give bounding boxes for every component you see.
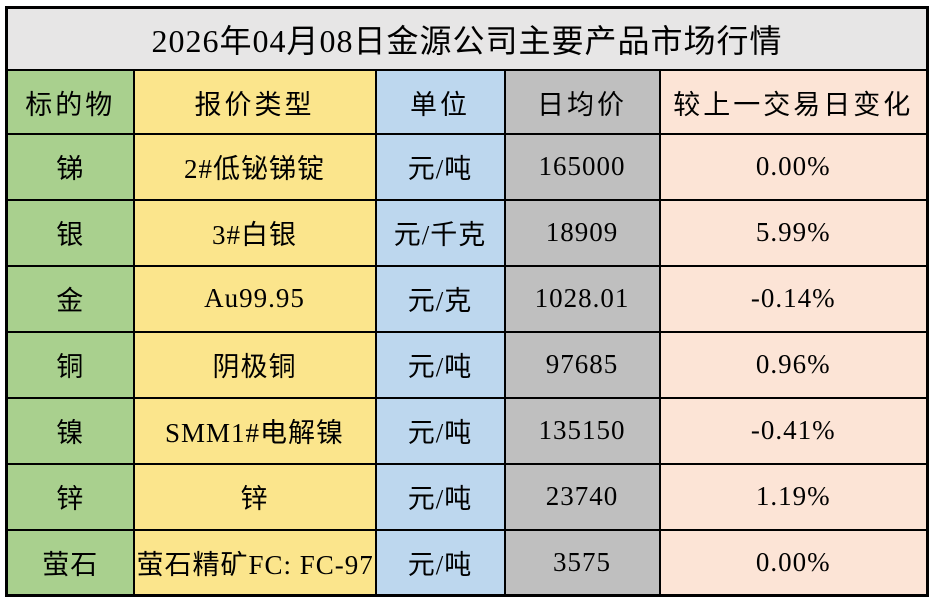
quote-type-cell: 萤石精矿FC: FC-97: [132, 528, 377, 597]
quote-type-cell: SMM1#电解镍: [132, 396, 377, 465]
avg-price-cell: 1028.01: [503, 264, 661, 333]
change-cell: 0.00%: [658, 528, 929, 597]
quote-type-cell: 2#低铋锑锭: [132, 133, 377, 201]
subject-cell: 银: [5, 198, 135, 267]
avg-price-cell: 135150: [503, 396, 661, 465]
avg-price-cell: 23740: [503, 462, 661, 531]
unit-cell: 元/吨: [374, 528, 506, 597]
table-body: 锑 2#低铋锑锭 元/吨 165000 0.00% 银 3#白银 元/千克 18909 5.99%…: [5, 133, 929, 597]
table-title: 2026年04月08日金源公司主要产品市场行情: [5, 6, 929, 71]
quote-type-cell: 阴极铜: [132, 330, 377, 399]
table-row: 镍 SMM1#电解镍 元/吨 135150 -0.41%: [5, 396, 929, 465]
subject-cell: 镍: [5, 396, 135, 465]
unit-cell: 元/吨: [374, 133, 506, 201]
unit-cell: 元/吨: [374, 330, 506, 399]
column-header-avg-price: 日均价: [503, 69, 661, 135]
quote-type-cell: Au99.95: [132, 264, 377, 333]
unit-cell: 元/吨: [374, 396, 506, 465]
avg-price-cell: 18909: [503, 198, 661, 267]
subject-cell: 金: [5, 264, 135, 333]
unit-cell: 元/克: [374, 264, 506, 333]
quote-type-cell: 锌: [132, 462, 377, 531]
unit-cell: 元/吨: [374, 462, 506, 531]
subject-cell: 萤石: [5, 528, 135, 597]
change-cell: -0.41%: [658, 396, 929, 465]
avg-price-cell: 165000: [503, 133, 661, 201]
table-row: 银 3#白银 元/千克 18909 5.99%: [5, 198, 929, 267]
subject-cell: 锌: [5, 462, 135, 531]
table-row: 锌锌元/吨 23740 1.19%: [5, 462, 929, 531]
avg-price-cell: 3575: [503, 528, 661, 597]
table-row: 铜阴极铜 元/吨 97685 0.96%: [5, 330, 929, 399]
unit-cell: 元/千克: [374, 198, 506, 267]
table-row: 金 Au99.95 元/克 1028.01 -0.14%: [5, 264, 929, 333]
table-row: 萤石 萤石精矿FC: FC-97 元/吨 3575 0.00%: [5, 528, 929, 597]
table-header-row: 标的物 报价类型 单位 日均价 较上一交易日变化: [5, 69, 929, 135]
subject-cell: 铜: [5, 330, 135, 399]
market-price-bulletin: 2026年04月08日金源公司主要产品市场行情 标的物 报价类型 单位 日均价 …: [5, 6, 930, 597]
change-cell: -0.14%: [658, 264, 929, 333]
column-header-change: 较上一交易日变化: [658, 69, 929, 135]
column-header-subject: 标的物: [5, 69, 135, 135]
change-cell: 1.19%: [658, 462, 929, 531]
change-cell: 5.99%: [658, 198, 929, 267]
column-header-unit: 单位: [374, 69, 506, 135]
change-cell: 0.00%: [658, 133, 929, 201]
table-row: 锑 2#低铋锑锭 元/吨 165000 0.00%: [5, 133, 929, 201]
avg-price-cell: 97685: [503, 330, 661, 399]
change-cell: 0.96%: [658, 330, 929, 399]
subject-cell: 锑: [5, 133, 135, 201]
market-table: 2026年04月08日金源公司主要产品市场行情 标的物 报价类型 单位 日均价 …: [5, 6, 930, 597]
column-header-quote-type: 报价类型: [132, 69, 377, 135]
table-title-row: 2026年04月08日金源公司主要产品市场行情: [5, 6, 929, 71]
quote-type-cell: 3#白银: [132, 198, 377, 267]
